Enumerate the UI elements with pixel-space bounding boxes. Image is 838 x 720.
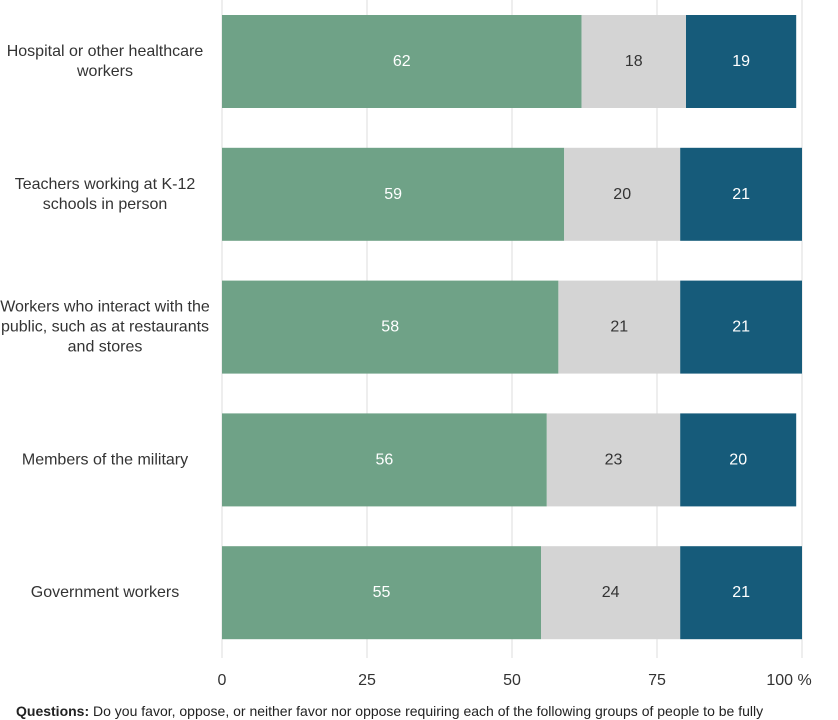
category-label-line: Government workers bbox=[31, 584, 180, 601]
bar-value-label: 21 bbox=[610, 319, 628, 336]
bar-segment-3-2 bbox=[680, 413, 797, 507]
bar-value-label: 20 bbox=[729, 451, 747, 468]
category-label: Members of the military bbox=[22, 451, 188, 468]
bar-segment-1-2 bbox=[680, 147, 802, 241]
category-label: Teachers working at K-12 schools in perso… bbox=[15, 176, 196, 213]
bar-segment-4-0 bbox=[222, 546, 541, 640]
bar-value-label: 58 bbox=[381, 319, 399, 336]
category-label-line: public, such as at restaurants bbox=[1, 319, 209, 336]
category-label-line: Teachers working at K-12 bbox=[15, 176, 196, 193]
bar-value-label: 19 bbox=[732, 53, 750, 70]
bar-value-label: 21 bbox=[732, 584, 750, 601]
category-label-line: Members of the military bbox=[22, 451, 188, 468]
category-label-line: and stores bbox=[68, 339, 143, 356]
bar-value-label: 59 bbox=[384, 186, 402, 203]
bar-value-label: 18 bbox=[625, 53, 643, 70]
bar-value-label: 24 bbox=[602, 584, 620, 601]
bar-segment-0-0 bbox=[222, 15, 582, 108]
bar-value-label: 21 bbox=[732, 186, 750, 203]
category-label: Government workers bbox=[31, 584, 180, 601]
bar-segment-2-1 bbox=[558, 280, 681, 374]
bar-segment-1-0 bbox=[222, 147, 565, 241]
bar-segment-1-1 bbox=[564, 147, 681, 241]
category-label-line: schools in person bbox=[43, 196, 168, 213]
x-tick-label: 50 bbox=[503, 672, 521, 689]
x-tick-label: 100 % bbox=[766, 672, 811, 689]
stacked-bar-chart: 62 18 19 Hospital or other healthcare worker… bbox=[0, 0, 812, 689]
bar-segment-3-0 bbox=[222, 413, 547, 507]
category-label-line: workers bbox=[76, 63, 133, 80]
bar-segment-2-2 bbox=[680, 280, 802, 374]
x-tick-label: 25 bbox=[358, 672, 376, 689]
footnote-text: Do you favor, oppose, or neither favor n… bbox=[93, 703, 764, 719]
bar-segment-4-1 bbox=[541, 546, 681, 640]
footnote-label: Questions: bbox=[16, 703, 90, 719]
bar-value-label: 21 bbox=[732, 319, 750, 336]
bar-value-label: 55 bbox=[373, 584, 391, 601]
category-label-line: Hospital or other healthcare bbox=[7, 43, 204, 60]
bar-value-label: 56 bbox=[376, 451, 394, 468]
bar-value-label: 23 bbox=[605, 451, 623, 468]
bar-value-label: 62 bbox=[393, 53, 411, 70]
footnote: Questions: Do you favor, oppose, or neit… bbox=[16, 702, 838, 720]
category-label-line: Workers who interact with the bbox=[0, 299, 210, 316]
x-tick-label: 0 bbox=[218, 672, 227, 689]
bar-segment-2-0 bbox=[222, 280, 559, 374]
bar-segment-0-1 bbox=[581, 15, 686, 108]
category-label: Hospital or other healthcare workers bbox=[7, 43, 204, 80]
bar-segment-4-2 bbox=[680, 546, 802, 640]
x-tick-label: 75 bbox=[648, 672, 666, 689]
bar-segment-0-2 bbox=[686, 15, 797, 108]
bar-segment-3-1 bbox=[546, 413, 681, 507]
category-label: Workers who interact with the public, suc… bbox=[0, 299, 210, 356]
bar-value-label: 20 bbox=[613, 186, 631, 203]
